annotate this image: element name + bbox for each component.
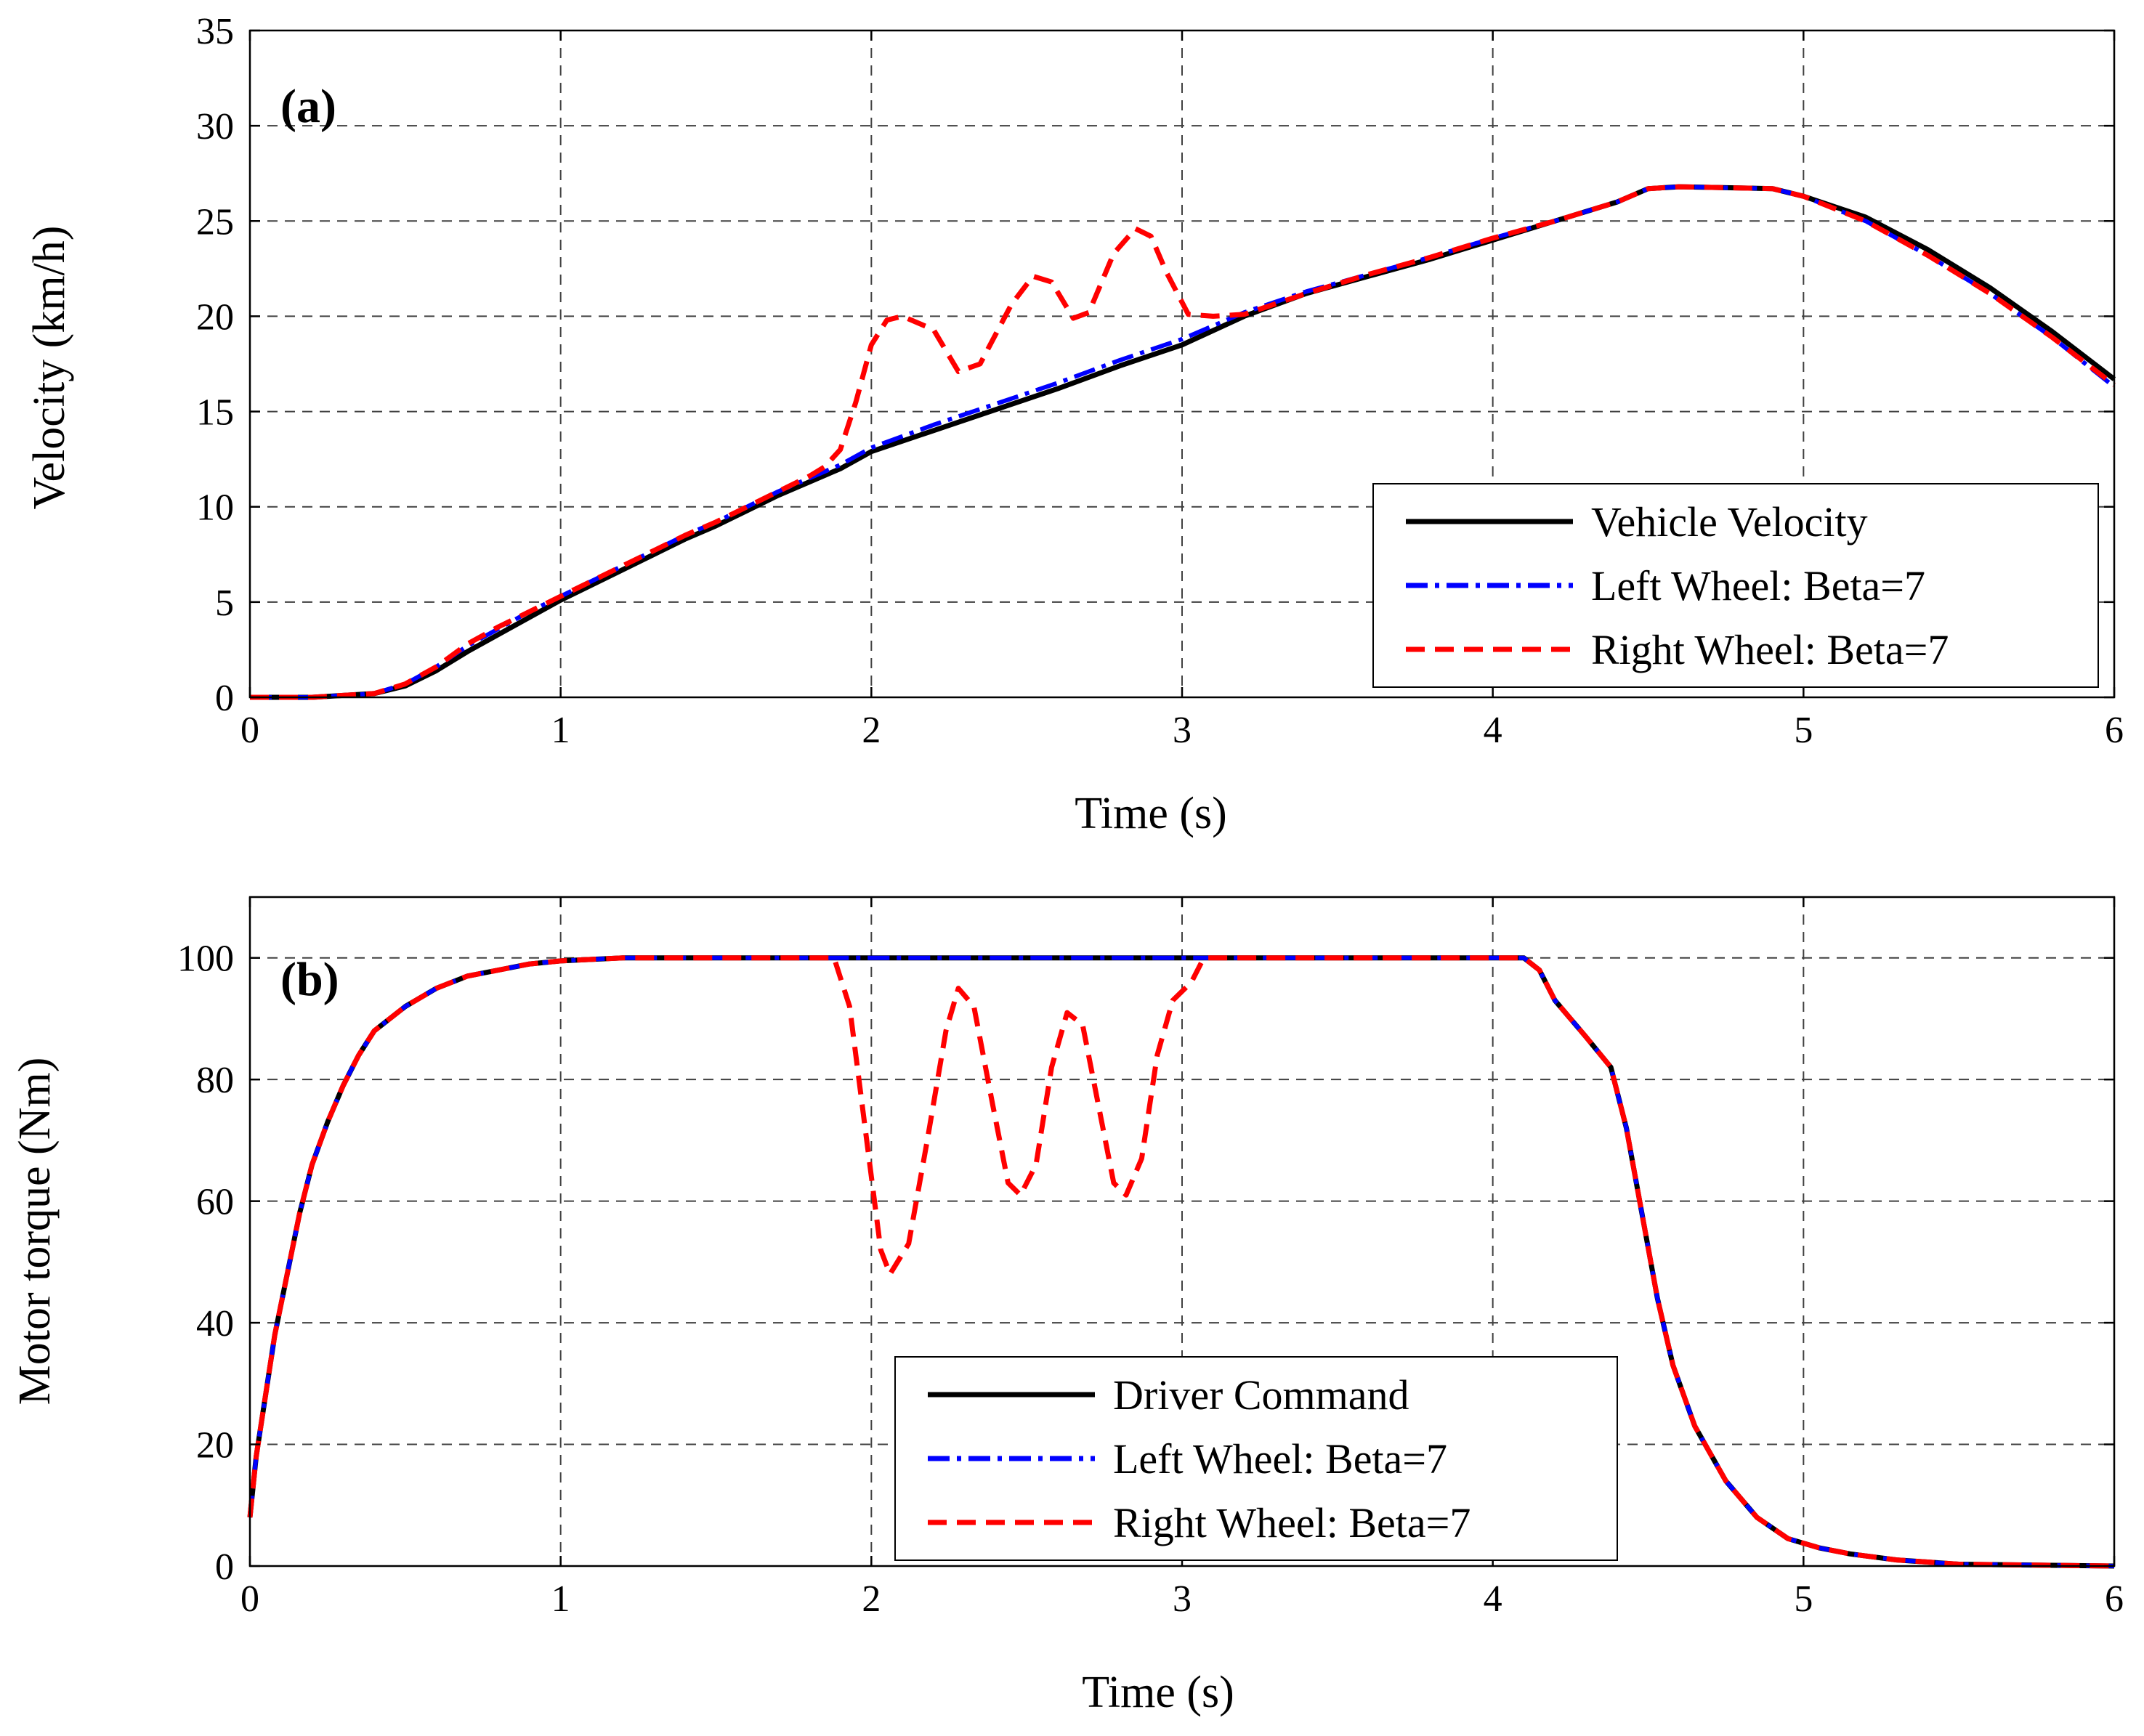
panel-b-xtick-label: 1 [551, 1578, 570, 1620]
panel-b-ytick-label: 20 [196, 1425, 234, 1467]
panel-b-series-1 [248, 955, 2115, 1568]
panel-a-legend: Vehicle Velocity Left Wheel: Beta=7 Righ… [1372, 483, 2099, 688]
panel-b-legend: Driver Command Left Wheel: Beta=7 Right … [894, 1356, 1618, 1561]
panel-b-ytick-label: 0 [215, 1546, 234, 1588]
panel-a-xlabel: Time (s) [1075, 789, 1227, 838]
panel-b-xtick-label: 3 [1173, 1578, 1192, 1620]
panel-a-ytick-label: 35 [196, 11, 234, 52]
panel-a-xtick-label: 2 [862, 710, 881, 751]
panel-b-legend-label-1: Left Wheel: Beta=7 [1113, 1435, 1447, 1483]
panel-a-ytick-label: 15 [196, 392, 234, 434]
panel-b-legend-label-0: Driver Command [1113, 1371, 1409, 1419]
panel-a-ytick-label: 0 [215, 678, 234, 719]
panel-a-xtick-label: 0 [240, 710, 259, 751]
panel-b-xlabel: Time (s) [1082, 1668, 1234, 1717]
panel-b-ytick-label: 80 [196, 1060, 234, 1101]
panel-b-label: (b) [280, 953, 339, 1006]
panel-a-legend-label-1: Left Wheel: Beta=7 [1591, 562, 1925, 609]
panel-b-xtick-label: 2 [862, 1578, 881, 1620]
panel-a-xtick-label: 5 [1794, 710, 1813, 751]
panel-a-ylabel: Velocity (km/h) [25, 226, 74, 510]
panel-b-xtick-label: 6 [2105, 1578, 2124, 1620]
panel-a-legend-label-2: Right Wheel: Beta=7 [1591, 626, 1949, 673]
panel-b-xtick-label: 5 [1794, 1578, 1813, 1620]
panel-a-label: (a) [280, 80, 336, 133]
panel-a-ticks: 0 1 2 3 4 5 6 0 5 10 15 20 25 30 35 [196, 11, 2124, 751]
panel-b-series [247, 955, 2115, 1569]
panel-b-xtick-label: 4 [1484, 1578, 1502, 1620]
panel-b-ylabel: Motor torque (Nm) [10, 1058, 60, 1406]
panel-a-xtick-label: 4 [1484, 710, 1502, 751]
panel-b-series-2 [247, 955, 2115, 1569]
panel-a-xtick-label: 1 [551, 710, 570, 751]
panel-b-xtick-label: 0 [240, 1578, 259, 1620]
panel-b-ytick-label: 100 [177, 938, 234, 980]
panel-a-legend-label-0: Vehicle Velocity [1591, 498, 1868, 545]
panel-a: 0 1 2 3 4 5 6 0 5 10 15 20 25 30 35 (a) Time (s) Veloc… [25, 11, 2124, 838]
panel-b-ytick-label: 40 [196, 1303, 234, 1344]
panel-b-ytick-label: 60 [196, 1182, 234, 1223]
panel-a-xtick-label: 6 [2105, 710, 2124, 751]
panel-a-xtick-label: 3 [1173, 710, 1192, 751]
panel-b-legend-label-2: Right Wheel: Beta=7 [1113, 1499, 1471, 1546]
panel-a-ytick-label: 20 [196, 296, 234, 338]
panel-a-ytick-label: 10 [196, 487, 234, 529]
panel-a-ytick-label: 30 [196, 106, 234, 147]
panel-a-series [250, 184, 2116, 700]
panel-a-ytick-label: 5 [215, 583, 234, 624]
panel-a-series-2 [250, 184, 2116, 700]
panel-a-ytick-label: 25 [196, 201, 234, 243]
